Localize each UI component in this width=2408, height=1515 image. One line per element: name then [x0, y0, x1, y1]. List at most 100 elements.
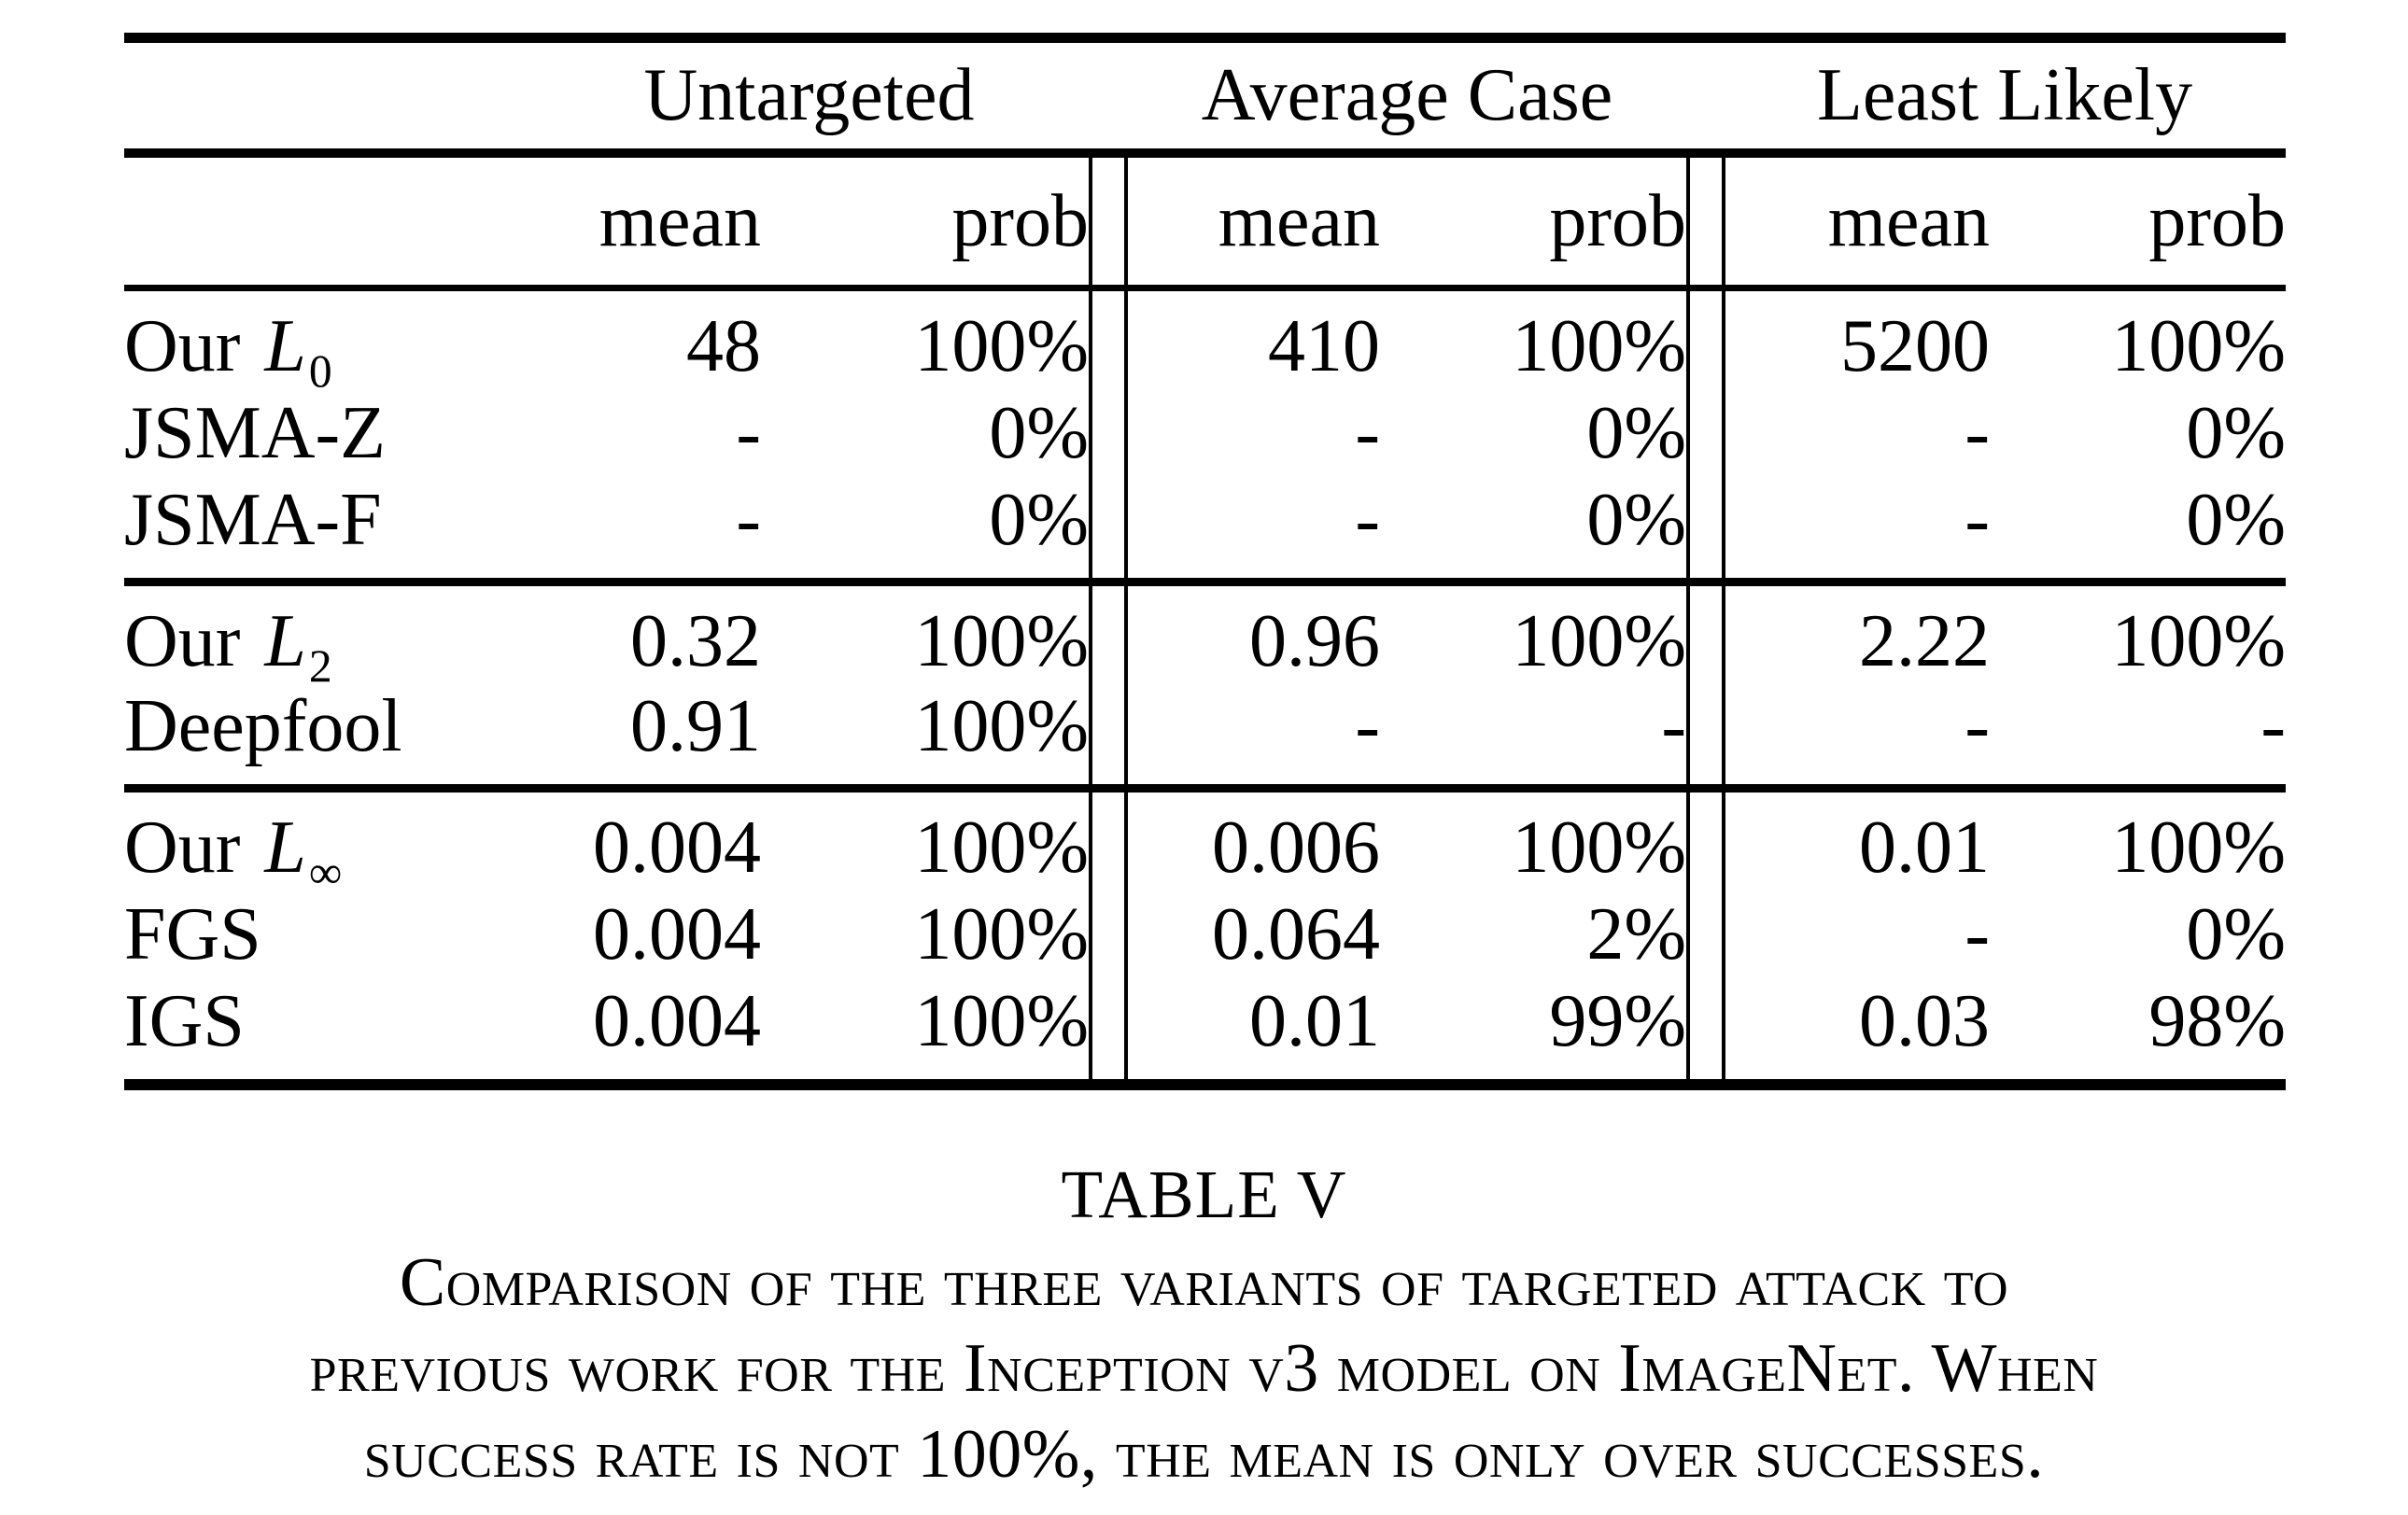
- column-group-least-likely: Least Likely: [1724, 37, 2287, 158]
- double-rule-separator: [1089, 788, 1129, 891]
- corner-empty-cell: [124, 37, 528, 158]
- table-row-our-l0: Our L0 48 100% 410 100% 5200 100%: [124, 288, 2287, 394]
- mean-cell: 0.01: [1859, 807, 1991, 889]
- double-rule-separator: [1686, 684, 1726, 793]
- prob-cell: 0%: [1990, 478, 2287, 586]
- prob-cell: 100%: [2111, 600, 2287, 682]
- column-group-header-row: Untargeted Average Case Least Likely: [124, 37, 2287, 158]
- prob-cell: 0%: [2186, 392, 2287, 474]
- row-label-text: Our: [124, 600, 260, 682]
- row-label-cell: Our L0: [124, 288, 528, 394]
- caption-text-line: Comparison of the three variants of targ…: [399, 1244, 2009, 1321]
- subheader-mean-least-likely: mean: [1724, 153, 1991, 291]
- row-label-text: FGS: [124, 893, 261, 975]
- row-label-cell: Deepfool: [124, 684, 528, 793]
- table-row-fgs: FGS 0.004 100% 0.064 2% - 0%: [124, 891, 2286, 979]
- double-rule-separator: [1686, 582, 1726, 684]
- double-rule-separator: [1089, 288, 1129, 389]
- prob-cell: 0%: [989, 392, 1090, 474]
- mean-cell: -: [1964, 392, 1991, 474]
- double-rule-separator: [1089, 684, 1129, 793]
- mean-cell: -: [1126, 684, 1381, 793]
- subheader-prob-average: prob: [1380, 153, 1689, 291]
- math-symbol: L: [264, 807, 306, 889]
- prob-cell: 100%: [2111, 807, 2287, 889]
- row-label-cell: JSMA-F: [124, 478, 528, 586]
- prob-cell: 0%: [1586, 392, 1687, 474]
- row-label-cell: Our L∞: [124, 789, 528, 895]
- caption-text-line: previous work for the Inception v3 model…: [309, 1330, 2099, 1407]
- mean-cell: -: [1964, 893, 1991, 975]
- table-row-jsma-z: JSMA-Z - 0% - 0% - 0%: [124, 389, 2286, 478]
- mean-cell: 2.22: [1859, 600, 1991, 682]
- double-rule-separator: [1089, 153, 1129, 291]
- prob-cell: 100%: [1512, 305, 1687, 387]
- mean-cell: -: [1126, 478, 1381, 586]
- double-rule-separator: [1089, 979, 1129, 1085]
- mean-cell: 0.006: [1212, 807, 1381, 889]
- mean-cell: -: [1724, 478, 1991, 586]
- double-rule-separator: [1089, 389, 1129, 478]
- prob-cell: 100%: [914, 600, 1090, 682]
- prob-cell: 98%: [2148, 980, 2287, 1062]
- double-rule-separator: [1686, 288, 1726, 389]
- prob-cell: 100%: [914, 893, 1090, 975]
- prob-cell: 0%: [2186, 893, 2287, 975]
- mean-cell: 410: [1268, 305, 1381, 387]
- row-label-text: IGS: [124, 980, 245, 1062]
- math-symbol: [402, 685, 411, 767]
- mean-cell: 0.32: [630, 600, 761, 682]
- subheader-prob-least-likely: prob: [1990, 153, 2287, 291]
- subheader-mean-average: mean: [1126, 153, 1381, 291]
- table-row-igs: IGS 0.004 100% 0.01 99% 0.03 98%: [124, 979, 2286, 1085]
- row-label-cell: FGS: [124, 891, 528, 979]
- column-group-untargeted: Untargeted: [528, 37, 1091, 158]
- prob-cell: 100%: [2111, 305, 2287, 387]
- math-subscript: 2: [308, 640, 332, 692]
- mean-cell: 0.064: [1212, 893, 1381, 975]
- row-label-text: Deepfool: [124, 685, 402, 767]
- math-symbol: L: [264, 600, 306, 682]
- prob-cell: -: [1380, 684, 1689, 793]
- separator-spacer: [1091, 37, 1127, 158]
- row-label-cell: Our L2: [124, 582, 528, 689]
- table-row-our-l2: Our L2 0.32 100% 0.96 100% 2.22 100%: [124, 582, 2287, 689]
- mean-cell: -: [528, 478, 761, 586]
- double-rule-separator: [1089, 478, 1129, 586]
- double-rule-separator: [1686, 389, 1726, 478]
- mean-cell: 0.004: [593, 893, 761, 975]
- mean-cell: 0.01: [1249, 980, 1381, 1062]
- prob-cell: 0%: [761, 478, 1091, 586]
- table-row-our-linf: Our L∞ 0.004 100% 0.006 100% 0.01 100%: [124, 788, 2287, 895]
- mean-cell: 0.004: [593, 807, 761, 889]
- prob-cell: 100%: [1512, 807, 1687, 889]
- mean-cell: 0.96: [1249, 600, 1381, 682]
- mean-cell: -: [1355, 392, 1381, 474]
- table-row-jsma-f: JSMA-F - 0% - 0% - 0%: [124, 478, 2287, 586]
- math-symbol: L: [264, 305, 306, 387]
- results-table-container: Untargeted Average Case Least Likely mea…: [124, 33, 2287, 1090]
- table-row-deepfool: Deepfool 0.91 100% - - - -: [124, 684, 2287, 793]
- double-rule-separator: [1686, 153, 1726, 291]
- mean-cell: -: [1724, 684, 1991, 793]
- subheader-row: mean prob mean prob mean prob: [124, 153, 2287, 291]
- row-label-text: Our: [124, 807, 260, 889]
- table-caption: TABLE V Comparison of the three variants…: [0, 1150, 2408, 1497]
- double-rule-separator: [1686, 788, 1726, 891]
- math-subscript: ∞: [308, 847, 343, 898]
- row-label-header-cell: [124, 153, 528, 291]
- prob-cell: 99%: [1549, 980, 1687, 1062]
- row-label-text: JSMA-Z: [124, 392, 387, 474]
- double-rule-separator: [1686, 891, 1726, 979]
- mean-cell: 0.03: [1859, 980, 1991, 1062]
- mean-cell: 5200: [1840, 305, 1991, 387]
- double-rule-separator: [1089, 582, 1129, 684]
- prob-cell: 100%: [1512, 600, 1687, 682]
- results-table: Untargeted Average Case Least Likely mea…: [124, 33, 2287, 1090]
- math-symbol: [245, 980, 253, 1062]
- math-symbol: [382, 479, 390, 561]
- prob-cell: -: [1990, 684, 2287, 793]
- column-group-average-case: Average Case: [1126, 37, 1689, 158]
- row-label-cell: IGS: [124, 979, 528, 1085]
